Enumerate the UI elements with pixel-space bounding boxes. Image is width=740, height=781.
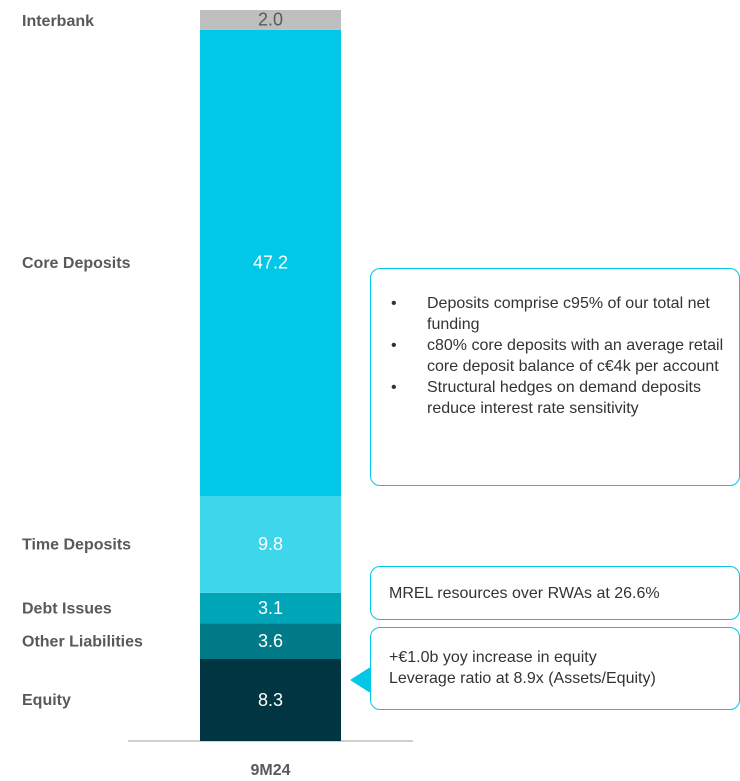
legend-label: Interbank: [22, 13, 94, 30]
callout-deposits: Deposits comprise c95% of our total net …: [370, 268, 740, 486]
bar-segment: [200, 29, 341, 497]
callout-line: +€1.0b yoy increase in equity: [389, 649, 597, 666]
value-label: 8.3: [258, 690, 283, 710]
value-label: 2.0: [258, 10, 283, 30]
value-label: 47.2: [253, 253, 288, 273]
callout-mrel: MREL resources over RWAs at 26.6%: [370, 566, 740, 620]
value-label: 9.8: [258, 534, 283, 554]
value-label: 3.1: [258, 598, 283, 618]
bar-segment: [200, 592, 341, 624]
legend-label: Other Liabilities: [22, 633, 143, 650]
callout-equity: +€1.0b yoy increase in equity Leverage r…: [370, 627, 740, 710]
bar-segment: [200, 659, 341, 741]
bar-segment: [200, 623, 341, 660]
legend-label: Debt Issues: [22, 600, 112, 617]
bullet: Structural hedges on demand deposits red…: [371, 377, 729, 419]
legend-label: Time Deposits: [22, 537, 131, 554]
callout-pointer: [350, 666, 372, 694]
legend-label: Core Deposits: [22, 255, 131, 272]
legend-label: Equity: [22, 692, 71, 709]
bullet: Deposits comprise c95% of our total net …: [371, 293, 729, 335]
bar-segment: [200, 496, 341, 593]
callout-line: Leverage ratio at 8.9x (Assets/Equity): [389, 670, 656, 687]
callout-text: MREL resources over RWAs at 26.6%: [389, 585, 660, 602]
value-label: 3.6: [258, 631, 283, 651]
bar-segment: [200, 10, 341, 30]
bullet-list: Deposits comprise c95% of our total net …: [371, 293, 729, 419]
bullet: c80% core deposits with an average retai…: [371, 335, 729, 377]
x-tick-label: 9M24: [250, 762, 290, 779]
